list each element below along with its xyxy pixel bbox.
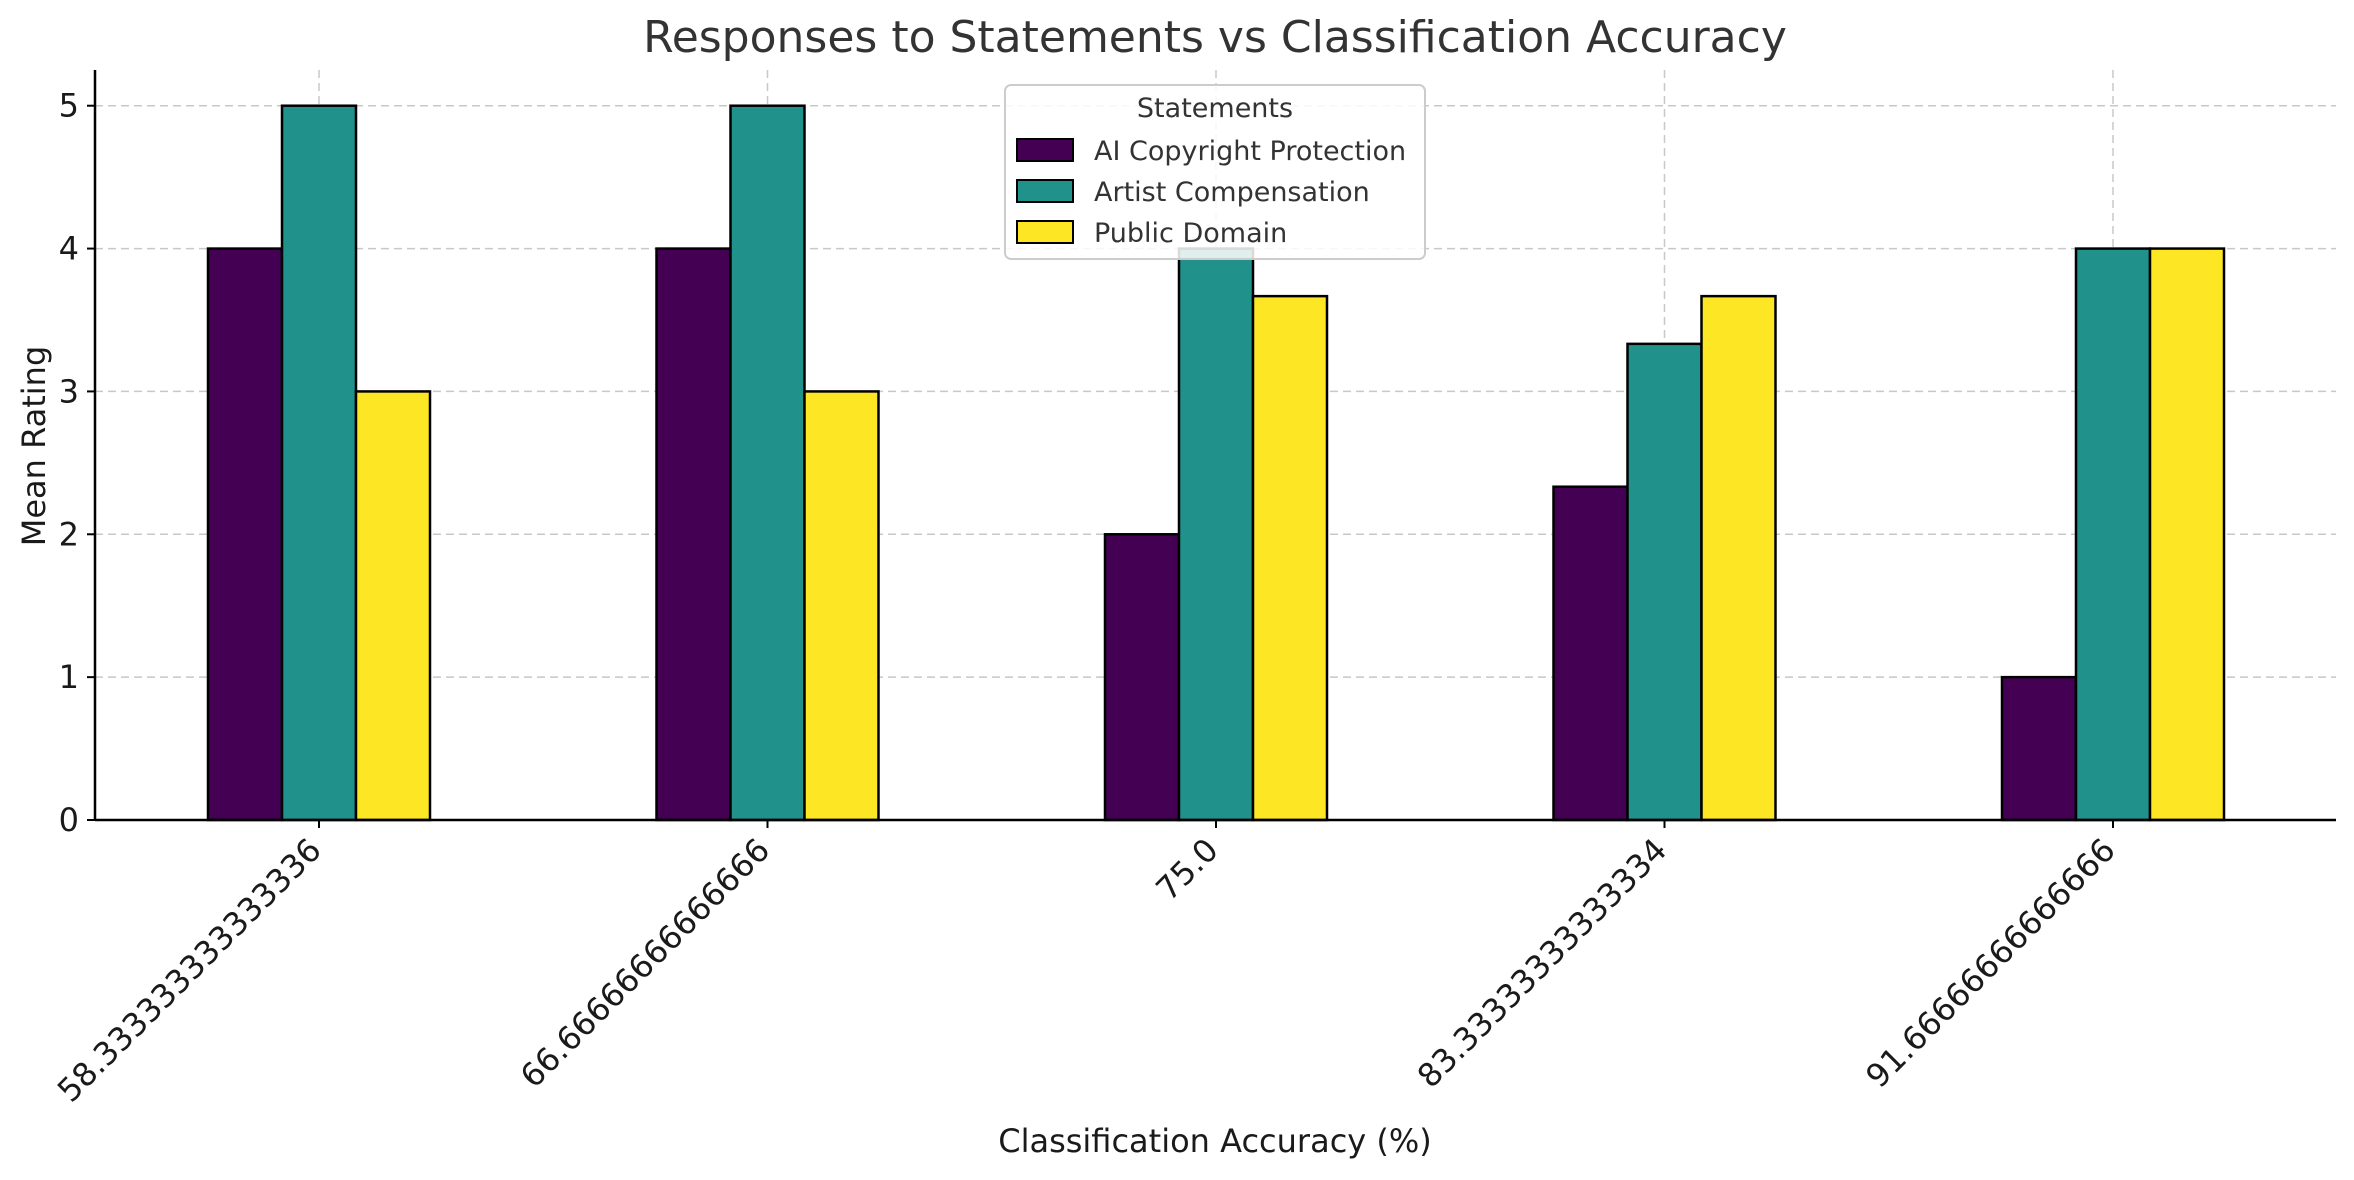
bar-ai-copyright-protection-0 — [206, 247, 284, 822]
bar-public-domain-4 — [2148, 247, 2226, 822]
x-axis-label: Classification Accuracy (%) — [998, 1122, 1432, 1160]
axes — [87, 70, 2336, 828]
y-tick-label: 1 — [59, 658, 79, 696]
bar-public-domain-0 — [354, 390, 432, 822]
bar-ai-copyright-protection-1 — [655, 247, 732, 822]
bar-ai-copyright-protection-3 — [1552, 485, 1629, 822]
bar-artist-compensation-2 — [1177, 247, 1255, 822]
bar-artist-compensation-3 — [1626, 342, 1703, 822]
bar-artist-compensation-1 — [729, 104, 806, 822]
y-tick-label: 5 — [59, 87, 79, 125]
bars — [206, 104, 2226, 822]
legend-frame — [1004, 84, 1426, 260]
bar-ai-copyright-protection-4 — [2000, 675, 2078, 822]
x-tick-label: 75.0 — [1148, 831, 1225, 908]
y-tick-label: 2 — [59, 515, 79, 553]
bar-ai-copyright-protection-2 — [1103, 533, 1181, 822]
bar-artist-compensation-4 — [2074, 247, 2152, 822]
x-tick-label: 83.33333333333334 — [1410, 831, 1674, 1095]
legend: Statements AI Copyright Protection Artist… — [1004, 84, 1426, 260]
legend-title: Statements — [1137, 93, 1293, 124]
legend-swatch — [1016, 220, 1074, 244]
legend-label: AI Copyright Protection — [1094, 136, 1406, 167]
x-tick-label: 91.66666666666666 — [1858, 831, 2122, 1095]
bar-public-domain-2 — [1251, 294, 1329, 822]
legend-label: Artist Compensation — [1094, 177, 1370, 208]
chart-title: Responses to Statements vs Classificatio… — [643, 12, 1787, 63]
legend-swatch — [1016, 179, 1074, 203]
legend-label: Public Domain — [1094, 218, 1287, 249]
bar-public-domain-1 — [803, 390, 880, 822]
bar-artist-compensation-0 — [280, 104, 358, 822]
x-tick-label: 58.333333333333336 — [50, 831, 329, 1110]
y-tick-label: 3 — [59, 372, 79, 410]
legend-swatch — [1016, 138, 1074, 162]
y-axis-label: Mean Rating — [15, 346, 53, 547]
y-tick-label: 4 — [59, 230, 79, 268]
bar-public-domain-3 — [1700, 294, 1777, 822]
y-tick-label: 0 — [59, 801, 79, 839]
x-tick-label: 66.66666666666666 — [513, 831, 777, 1095]
